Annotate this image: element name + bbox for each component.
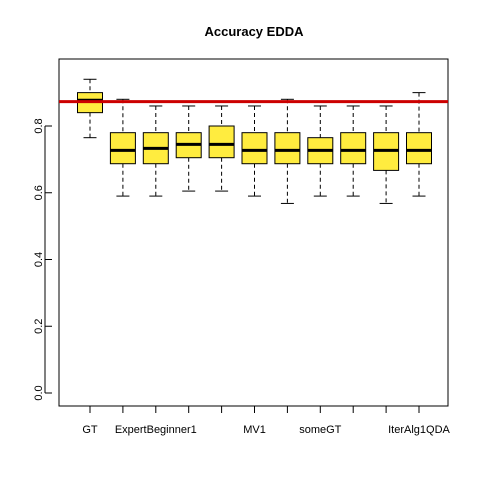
x-tick-label: someGT: [299, 424, 341, 436]
x-tick-label: IterAlg1QDA: [388, 424, 450, 436]
x-tick-label: GT: [82, 424, 98, 436]
y-axis: 0.0 0.2 0.4 0.6 0.8: [33, 118, 52, 400]
box-4: [176, 106, 201, 191]
box-11: [407, 93, 432, 196]
chart-title: Accuracy EDDA: [205, 24, 305, 39]
box-1: [78, 79, 103, 137]
iqr-box: [242, 133, 267, 164]
x-tick-label: ExpertBeginner1: [115, 424, 197, 436]
y-tick-label: 0.4: [33, 252, 45, 267]
box-7: [275, 99, 300, 203]
iqr-box: [275, 133, 300, 164]
box-8: [308, 106, 333, 196]
iqr-box: [110, 133, 135, 164]
boxes-group: [78, 79, 432, 203]
box-2: [110, 99, 135, 196]
y-tick-label: 0.6: [33, 185, 45, 200]
iqr-box: [209, 126, 234, 158]
plot-frame: [59, 59, 448, 406]
box-5: [209, 106, 234, 191]
box-6: [242, 106, 267, 196]
box-9: [341, 106, 366, 196]
box-10: [374, 106, 399, 203]
x-tick-label: MV1: [243, 424, 266, 436]
box-3: [143, 106, 168, 196]
iqr-box: [341, 133, 366, 164]
y-tick-label: 0.2: [33, 319, 45, 334]
y-tick-label: 0.8: [33, 118, 45, 133]
y-tick-label: 0.0: [33, 385, 45, 400]
iqr-box: [407, 133, 432, 164]
x-axis: GT ExpertBeginner1 MV1 someGT IterAlg1QDA: [82, 406, 450, 436]
